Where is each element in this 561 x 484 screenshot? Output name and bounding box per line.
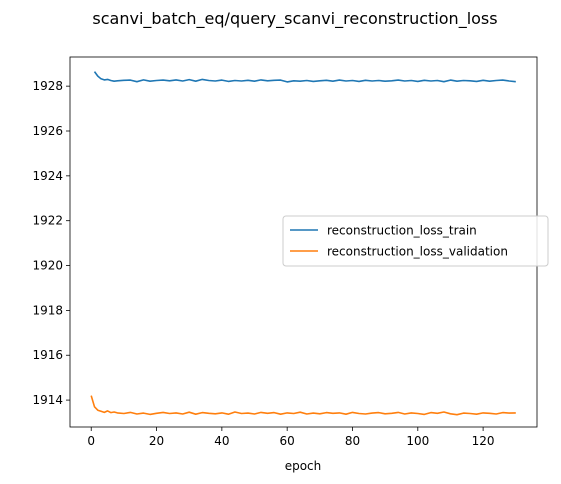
y-axis: 1914 1916 1918 1920 1922 1924 1926 1928 [32,79,70,407]
x-axis: 0 20 40 60 80 100 120 [87,427,495,448]
x-tick-label: 0 [87,434,95,448]
y-tick-label: 1916 [32,348,63,362]
legend-label: reconstruction_loss_validation [327,245,508,259]
chart-title: scanvi_batch_eq/query_scanvi_reconstruct… [92,9,497,29]
legend-box [282,215,549,267]
y-tick-label: 1922 [32,214,63,228]
x-axis-label: epoch [285,459,322,473]
series-line-1 [93,71,516,83]
y-tick-label: 1924 [32,169,63,183]
y-tick-label: 1914 [32,393,63,407]
series-line-2 [90,395,516,416]
series-layer [90,71,516,416]
x-tick-label: 80 [345,434,360,448]
x-tick-label: 60 [280,434,295,448]
y-tick-label: 1928 [32,79,63,93]
x-tick-label: 20 [149,434,164,448]
y-tick-label: 1926 [32,124,63,138]
y-tick-label: 1918 [32,303,63,317]
x-tick-label: 40 [214,434,229,448]
legend-label: reconstruction_loss_train [327,224,477,238]
y-tick-label: 1920 [32,259,63,273]
x-tick-label: 120 [472,434,495,448]
legend: reconstruction_loss_train reconstruction_… [282,215,549,267]
x-tick-label: 100 [406,434,429,448]
